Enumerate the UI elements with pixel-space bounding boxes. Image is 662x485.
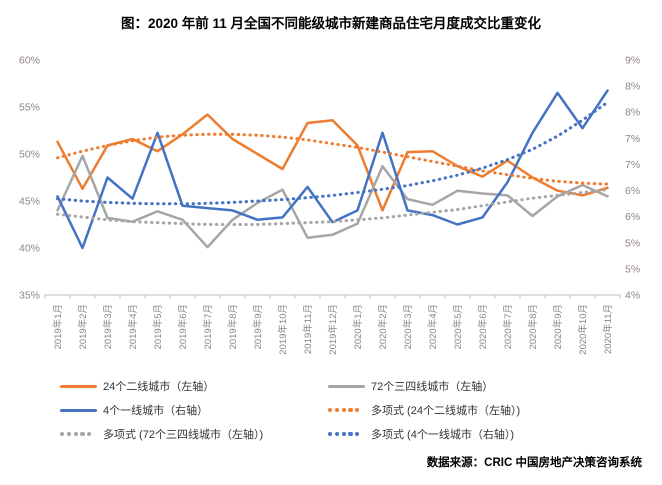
legend-item-2: 4个一线城市（右轴） <box>60 401 328 419</box>
series-0-solid-line <box>56 113 609 212</box>
x-axis-label: 2020年4月 <box>427 304 439 349</box>
legend-line-swatch <box>60 384 97 388</box>
legend-label: 4个一线城市（右轴） <box>103 405 209 417</box>
legend-line-swatch <box>328 384 365 388</box>
x-axis-label: 2020年11月 <box>602 304 614 354</box>
right-axis-tick-label: 6% <box>625 211 640 223</box>
left-axis-tick-label: 60% <box>19 55 40 67</box>
right-axis-tick-label: 5% <box>625 237 640 249</box>
series-4-dotted-line <box>56 188 609 226</box>
x-axis-label: 2019年2月 <box>77 304 89 349</box>
x-axis-label: 2020年8月 <box>527 304 539 349</box>
x-axis-label: 2020年2月 <box>377 304 389 349</box>
right-axis-tick-label: 7% <box>625 159 640 171</box>
legend-dots-swatch <box>60 431 97 437</box>
legend-item-1: 72个三四线城市（左轴） <box>328 377 608 395</box>
x-axis-label: 2019年10月 <box>277 304 289 355</box>
left-axis-tick-label: 35% <box>19 290 40 302</box>
right-axis-tick-label: 7% <box>625 133 640 145</box>
x-axis-label: 2020年3月 <box>402 304 414 349</box>
left-axis-tick-label: 55% <box>19 102 40 114</box>
right-axis-tick-label: 9% <box>625 55 640 67</box>
legend-item-0: 24个二线城市（左轴） <box>60 377 328 395</box>
legend-dots-swatch <box>328 431 365 437</box>
legend-label: 多项式 (4个一线城市（右轴）) <box>371 429 514 441</box>
right-axis-tick-label: 8% <box>625 81 640 93</box>
right-axis-tick-label: 8% <box>625 107 640 119</box>
legend-item-3: 多项式 (24个二线城市（左轴）) <box>328 401 608 419</box>
x-axis-label: 2019年4月 <box>127 304 139 349</box>
x-axis-label: 2019年8月 <box>227 304 239 349</box>
series-1-solid-line <box>56 154 609 249</box>
series-3-dotted-line <box>56 132 609 186</box>
legend-label: 72个三四线城市（左轴） <box>371 381 494 393</box>
left-axis-tick-label: 40% <box>19 243 40 255</box>
x-axis-label: 2019年1月 <box>52 304 64 349</box>
data-source: 数据来源：CRIC 中国房地产决策咨询系统 <box>426 457 642 469</box>
x-axis-label: 2019年12月 <box>327 304 339 355</box>
right-axis-tick-label: 5% <box>625 263 640 275</box>
x-axis-label: 2020年9月 <box>552 304 564 349</box>
right-axis-tick-label: 6% <box>625 185 640 197</box>
series-5-dotted-line <box>56 100 609 206</box>
legend: 24个二线城市（左轴） 72个三四线城市（左轴） 4个一线城市（右轴） 多项式 (24… <box>60 377 608 443</box>
left-axis-tick-label: 50% <box>19 149 40 161</box>
legend-label: 多项式 (24个二线城市（左轴）) <box>371 405 521 417</box>
x-axis-label: 2019年3月 <box>102 304 114 349</box>
legend-label: 多项式 (72个三四线城市（左轴）) <box>103 429 264 441</box>
left-axis-tick-label: 45% <box>19 196 40 208</box>
right-axis-tick-label: 4% <box>625 290 640 302</box>
x-axis-label: 2020年1月 <box>352 304 364 349</box>
x-axis-label: 2020年7月 <box>502 304 514 349</box>
x-axis-label: 2020年10月 <box>577 304 589 355</box>
series-2-solid-line <box>56 89 609 250</box>
chart-title: 图：2020 年前 11 月全国不同能级城市新建商品住宅月度成交比重变化 <box>120 16 542 31</box>
x-axis-label: 2020年5月 <box>452 304 464 349</box>
x-axis-label: 2020年6月 <box>477 304 489 349</box>
legend-item-5: 多项式 (4个一线城市（右轴）) <box>328 425 608 443</box>
legend-label: 24个二线城市（左轴） <box>103 381 215 393</box>
legend-dots-swatch <box>328 407 365 413</box>
legend-item-4: 多项式 (72个三四线城市（左轴）) <box>60 425 328 443</box>
x-axis-label: 2019年9月 <box>252 304 264 349</box>
chart-svg: 60% 55% 50% 45% 40% 35% 9% 8% 8% 7% 7% 6% 6% 5% 5% 4% 20… <box>19 55 640 355</box>
x-axis-label: 2019年6月 <box>177 304 189 349</box>
x-axis-label: 2019年5月 <box>152 304 164 349</box>
x-axis-label: 2019年7月 <box>202 304 214 349</box>
legend-line-swatch <box>60 408 97 412</box>
x-axis-label: 2019年11月 <box>302 304 314 354</box>
